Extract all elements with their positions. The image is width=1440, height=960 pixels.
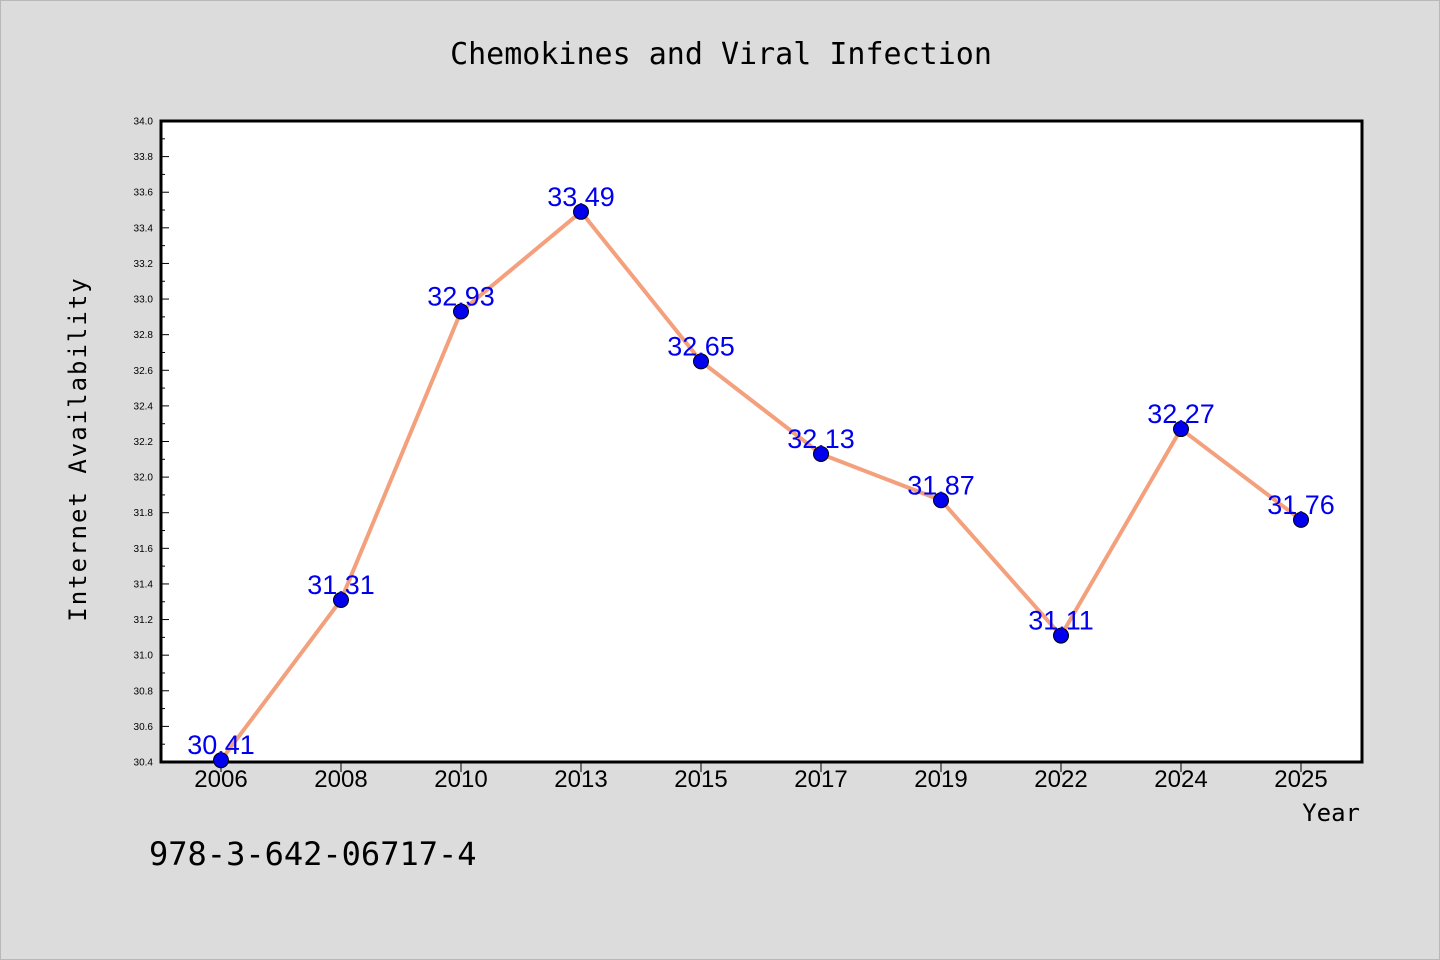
data-point-marker bbox=[1293, 511, 1309, 528]
y-tick-label: 31.0 bbox=[134, 651, 154, 662]
data-point-label: 31.87 bbox=[907, 470, 975, 500]
y-tick-label: 30.4 bbox=[134, 758, 154, 769]
series-layer bbox=[213, 203, 1309, 769]
data-point-label: 30.41 bbox=[187, 730, 255, 760]
y-tick-label: 31.2 bbox=[134, 615, 154, 626]
y-tick-label: 32.8 bbox=[134, 330, 154, 341]
data-point-label: 32.13 bbox=[787, 424, 855, 454]
data-point-marker bbox=[453, 303, 469, 320]
isbn-footnote: 978-3-642-06717-4 bbox=[149, 835, 477, 873]
y-tick-label: 33.8 bbox=[134, 152, 154, 163]
x-tick-label: 2015 bbox=[674, 766, 727, 793]
y-tick-label: 32.0 bbox=[134, 473, 154, 484]
data-point-label: 32.27 bbox=[1147, 399, 1215, 429]
y-tick-label: 32.4 bbox=[134, 401, 154, 412]
x-tick-label: 2006 bbox=[194, 766, 247, 793]
y-tick-label: 34.0 bbox=[134, 117, 154, 128]
data-point-label: 32.65 bbox=[667, 331, 735, 361]
y-tick-label: 32.6 bbox=[134, 366, 154, 377]
y-axis-ticks: 30.4 30.6 30.8 31.0 31.2 31.4 31.6 31.8 32.0 32.2… bbox=[134, 117, 169, 769]
data-point-marker bbox=[333, 591, 349, 608]
y-tick-label: 33.2 bbox=[134, 259, 154, 270]
data-point-label: 31.11 bbox=[1028, 606, 1094, 636]
plot-area bbox=[159, 119, 1364, 764]
x-tick-label: 2024 bbox=[1154, 766, 1207, 793]
data-point-marker bbox=[213, 752, 229, 769]
data-point-label: 33.49 bbox=[547, 182, 615, 212]
data-point-label: 32.93 bbox=[427, 282, 495, 312]
x-tick-label: 2025 bbox=[1274, 766, 1327, 793]
data-point-label: 31.76 bbox=[1267, 490, 1335, 520]
y-tick-label: 32.2 bbox=[134, 437, 154, 448]
data-point-marker bbox=[693, 353, 709, 370]
data-point-marker bbox=[1053, 627, 1069, 644]
data-point-marker bbox=[933, 492, 949, 509]
series-line bbox=[219, 209, 1303, 762]
chart-title: Chemokines and Viral Infection bbox=[450, 37, 992, 72]
y-axis-label: Internet Availability bbox=[64, 276, 92, 621]
data-point-marker bbox=[573, 203, 589, 220]
data-point-label: 31.31 bbox=[307, 570, 375, 600]
y-tick-label: 31.8 bbox=[134, 508, 154, 519]
y-tick-label: 33.0 bbox=[134, 295, 154, 306]
x-tick-label: 2010 bbox=[434, 766, 487, 793]
x-tick-label: 2019 bbox=[914, 766, 967, 793]
y-tick-label: 33.4 bbox=[134, 223, 154, 234]
data-point-marker bbox=[813, 445, 829, 462]
data-labels: 30.41 31.31 32.93 33.49 32.65 32.13 31.87 31.11… bbox=[187, 182, 1335, 760]
y-tick-label: 33.6 bbox=[134, 188, 154, 199]
data-point-marker bbox=[1173, 421, 1189, 438]
x-tick-label: 2017 bbox=[794, 766, 847, 793]
x-tick-label: 2022 bbox=[1034, 766, 1087, 793]
x-tick-label: 2013 bbox=[554, 766, 607, 793]
y-tick-label: 31.6 bbox=[134, 544, 154, 555]
x-axis-label: Year bbox=[1302, 799, 1360, 827]
y-tick-label: 31.4 bbox=[134, 579, 154, 590]
x-tick-label: 2008 bbox=[314, 766, 367, 793]
y-tick-label: 30.6 bbox=[134, 722, 154, 733]
y-tick-label: 30.8 bbox=[134, 686, 154, 697]
x-axis-ticks: 2006 2008 2010 2013 2015 2017 2019 2022 2024 2025 bbox=[194, 762, 1328, 793]
